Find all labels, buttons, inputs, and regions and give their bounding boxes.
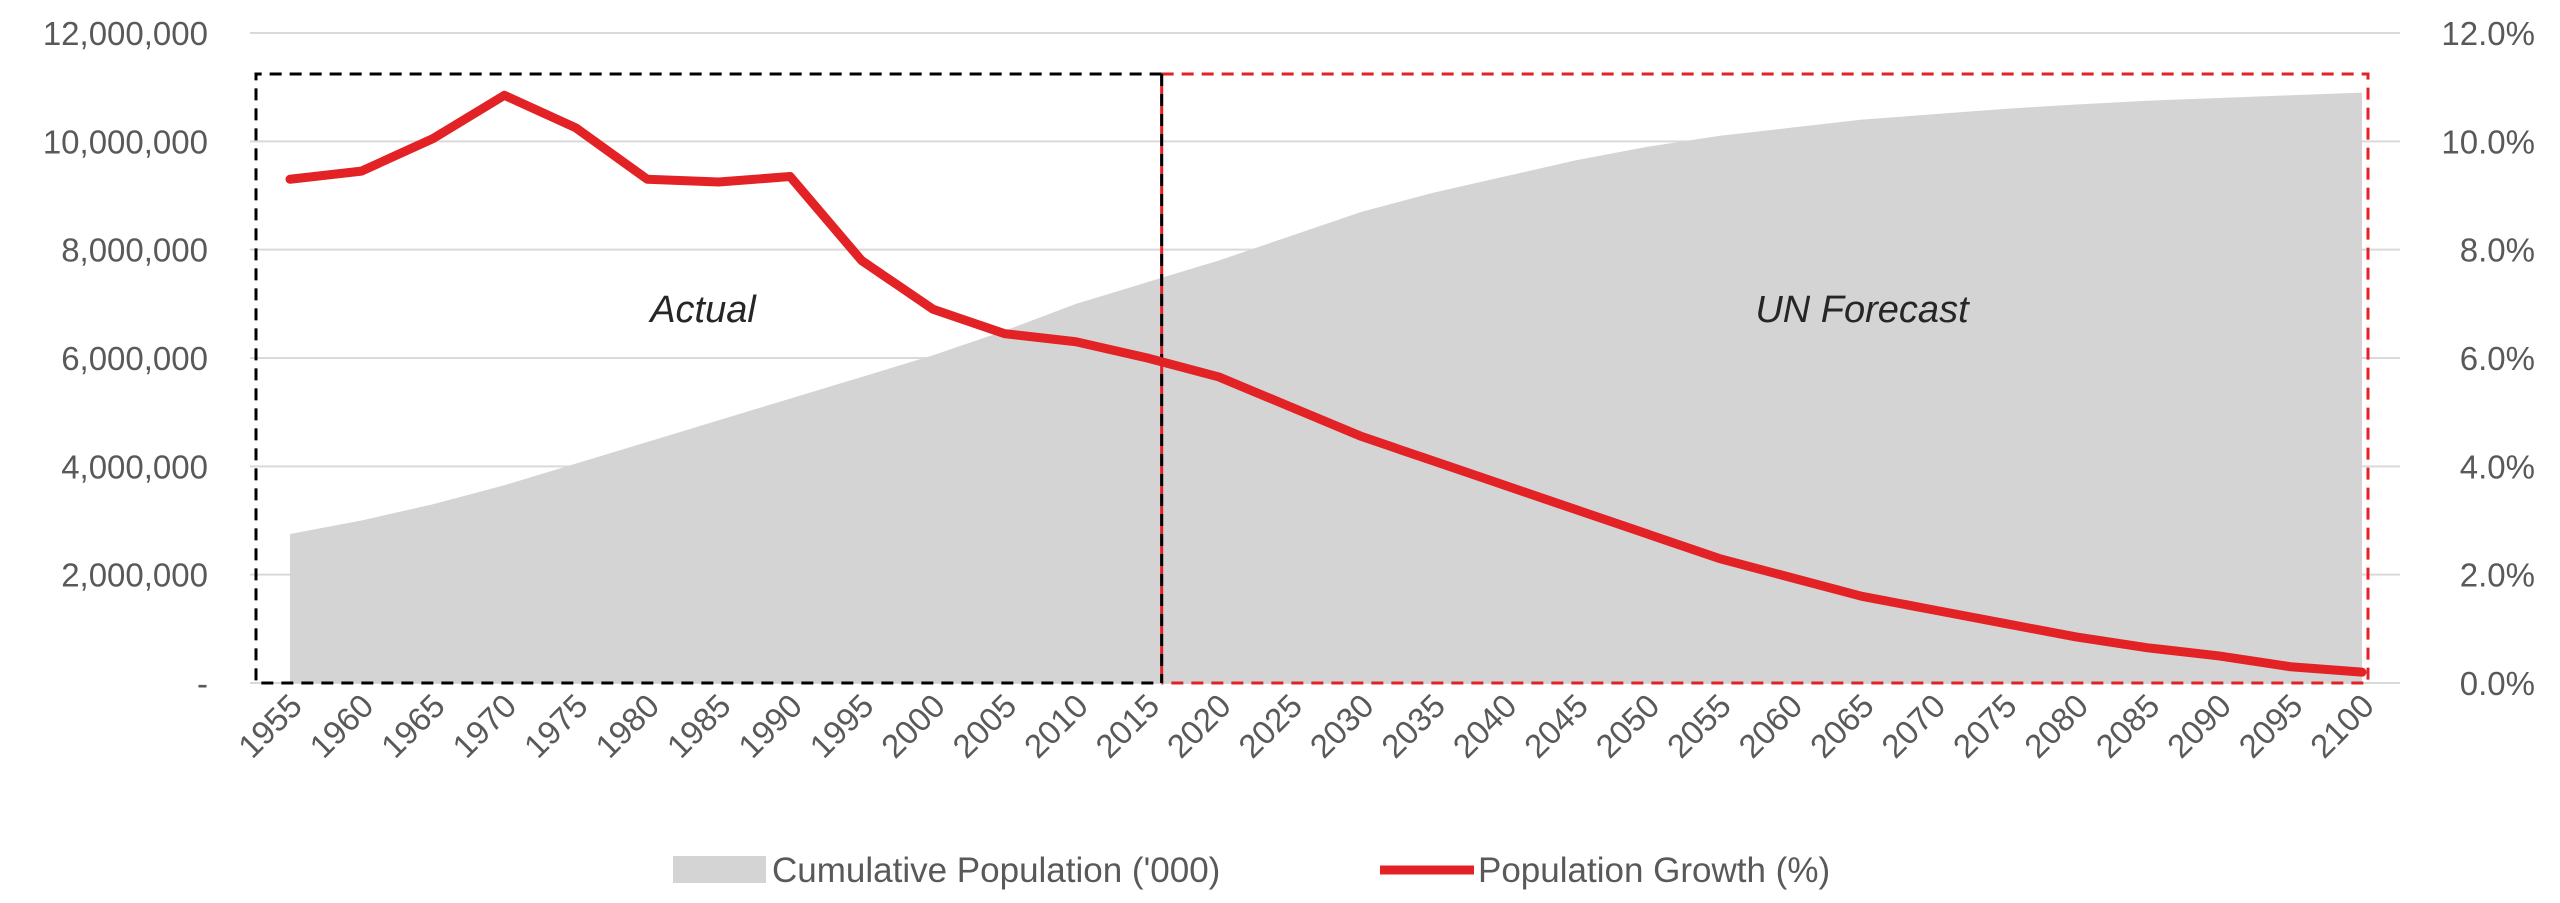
x-tick-27: 2090 [2160, 687, 2238, 765]
x-tick-29: 2100 [2303, 687, 2381, 765]
x-tick-15: 2030 [1303, 687, 1381, 765]
x-tick-0: 1955 [231, 687, 309, 765]
x-tick-5: 1980 [588, 687, 666, 765]
x-tick-16: 2035 [1374, 687, 1452, 765]
x-tick-19: 2050 [1588, 687, 1666, 765]
un-forecast-annotation: UN Forecast [1755, 289, 1970, 331]
legend-line-label: Population Growth (%) [1478, 851, 1830, 890]
population-growth-line [285, 90, 2367, 677]
y-left-tick-6: 12,000,000 [43, 15, 208, 52]
x-tick-22: 2065 [1803, 687, 1881, 765]
x-tick-25: 2080 [2017, 687, 2095, 765]
y-left-tick-3: 6,000,000 [61, 340, 208, 377]
cumulative-population-area [290, 92, 2362, 684]
x-tick-9: 2000 [874, 687, 952, 765]
x-tick-11: 2010 [1017, 687, 1095, 765]
y-left-tick-1: 2,000,000 [61, 557, 208, 594]
legend-area-swatch [673, 856, 766, 883]
actual-annotation: Actual [648, 289, 757, 331]
legend-area-label: Cumulative Population ('000) [772, 851, 1220, 890]
x-tick-2: 1965 [374, 687, 452, 765]
x-tick-7: 1990 [731, 687, 809, 765]
x-tick-26: 2085 [2089, 687, 2167, 765]
actual-box [254, 72, 1162, 685]
y-right-tick-6: 12.0% [2441, 15, 2535, 52]
y-right-tick-3: 6.0% [2460, 340, 2535, 377]
x-tick-14: 2025 [1231, 687, 1309, 765]
x-tick-labels: 1955196019651970197519801985199019952000… [231, 687, 2381, 765]
y-right-tick-4: 8.0% [2460, 232, 2535, 269]
x-tick-8: 1995 [802, 687, 880, 765]
y-right-tick-5: 10.0% [2441, 123, 2535, 160]
x-tick-21: 2060 [1731, 687, 1809, 765]
x-tick-13: 2020 [1160, 687, 1238, 765]
forecast-box [1161, 72, 2370, 685]
y-right-tick-0: 0.0% [2460, 665, 2535, 702]
x-tick-28: 2095 [2231, 687, 2309, 765]
x-tick-10: 2005 [945, 687, 1023, 765]
y-right-tick-2: 4.0% [2460, 448, 2535, 485]
x-tick-1: 1960 [302, 687, 380, 765]
legend: Cumulative Population ('000) Population … [673, 851, 1830, 890]
x-tick-23: 2070 [1874, 687, 1952, 765]
x-tick-17: 2040 [1445, 687, 1523, 765]
x-tick-24: 2075 [1946, 687, 2024, 765]
population-growth-points [289, 95, 2363, 673]
y-left-tick-2: 4,000,000 [61, 448, 208, 485]
y-right-tick-1: 2.0% [2460, 557, 2535, 594]
x-tick-3: 1970 [445, 687, 523, 765]
x-tick-20: 2055 [1660, 687, 1738, 765]
y-right-tick-labels: 0.0% 2.0% 4.0% 6.0% 8.0% 10.0% 12.0% [2441, 15, 2535, 702]
y-left-tick-labels: - 2,000,000 4,000,000 6,000,000 8,000,000 10,… [43, 15, 208, 702]
x-tick-6: 1985 [660, 687, 738, 765]
x-tick-12: 2015 [1088, 687, 1166, 765]
y-left-tick-4: 8,000,000 [61, 232, 208, 269]
annotation-boxes [254, 72, 2370, 685]
x-tick-4: 1975 [517, 687, 595, 765]
x-tick-18: 2045 [1517, 687, 1595, 765]
y-left-tick-0: - [197, 665, 208, 702]
y-left-tick-5: 10,000,000 [43, 123, 208, 160]
